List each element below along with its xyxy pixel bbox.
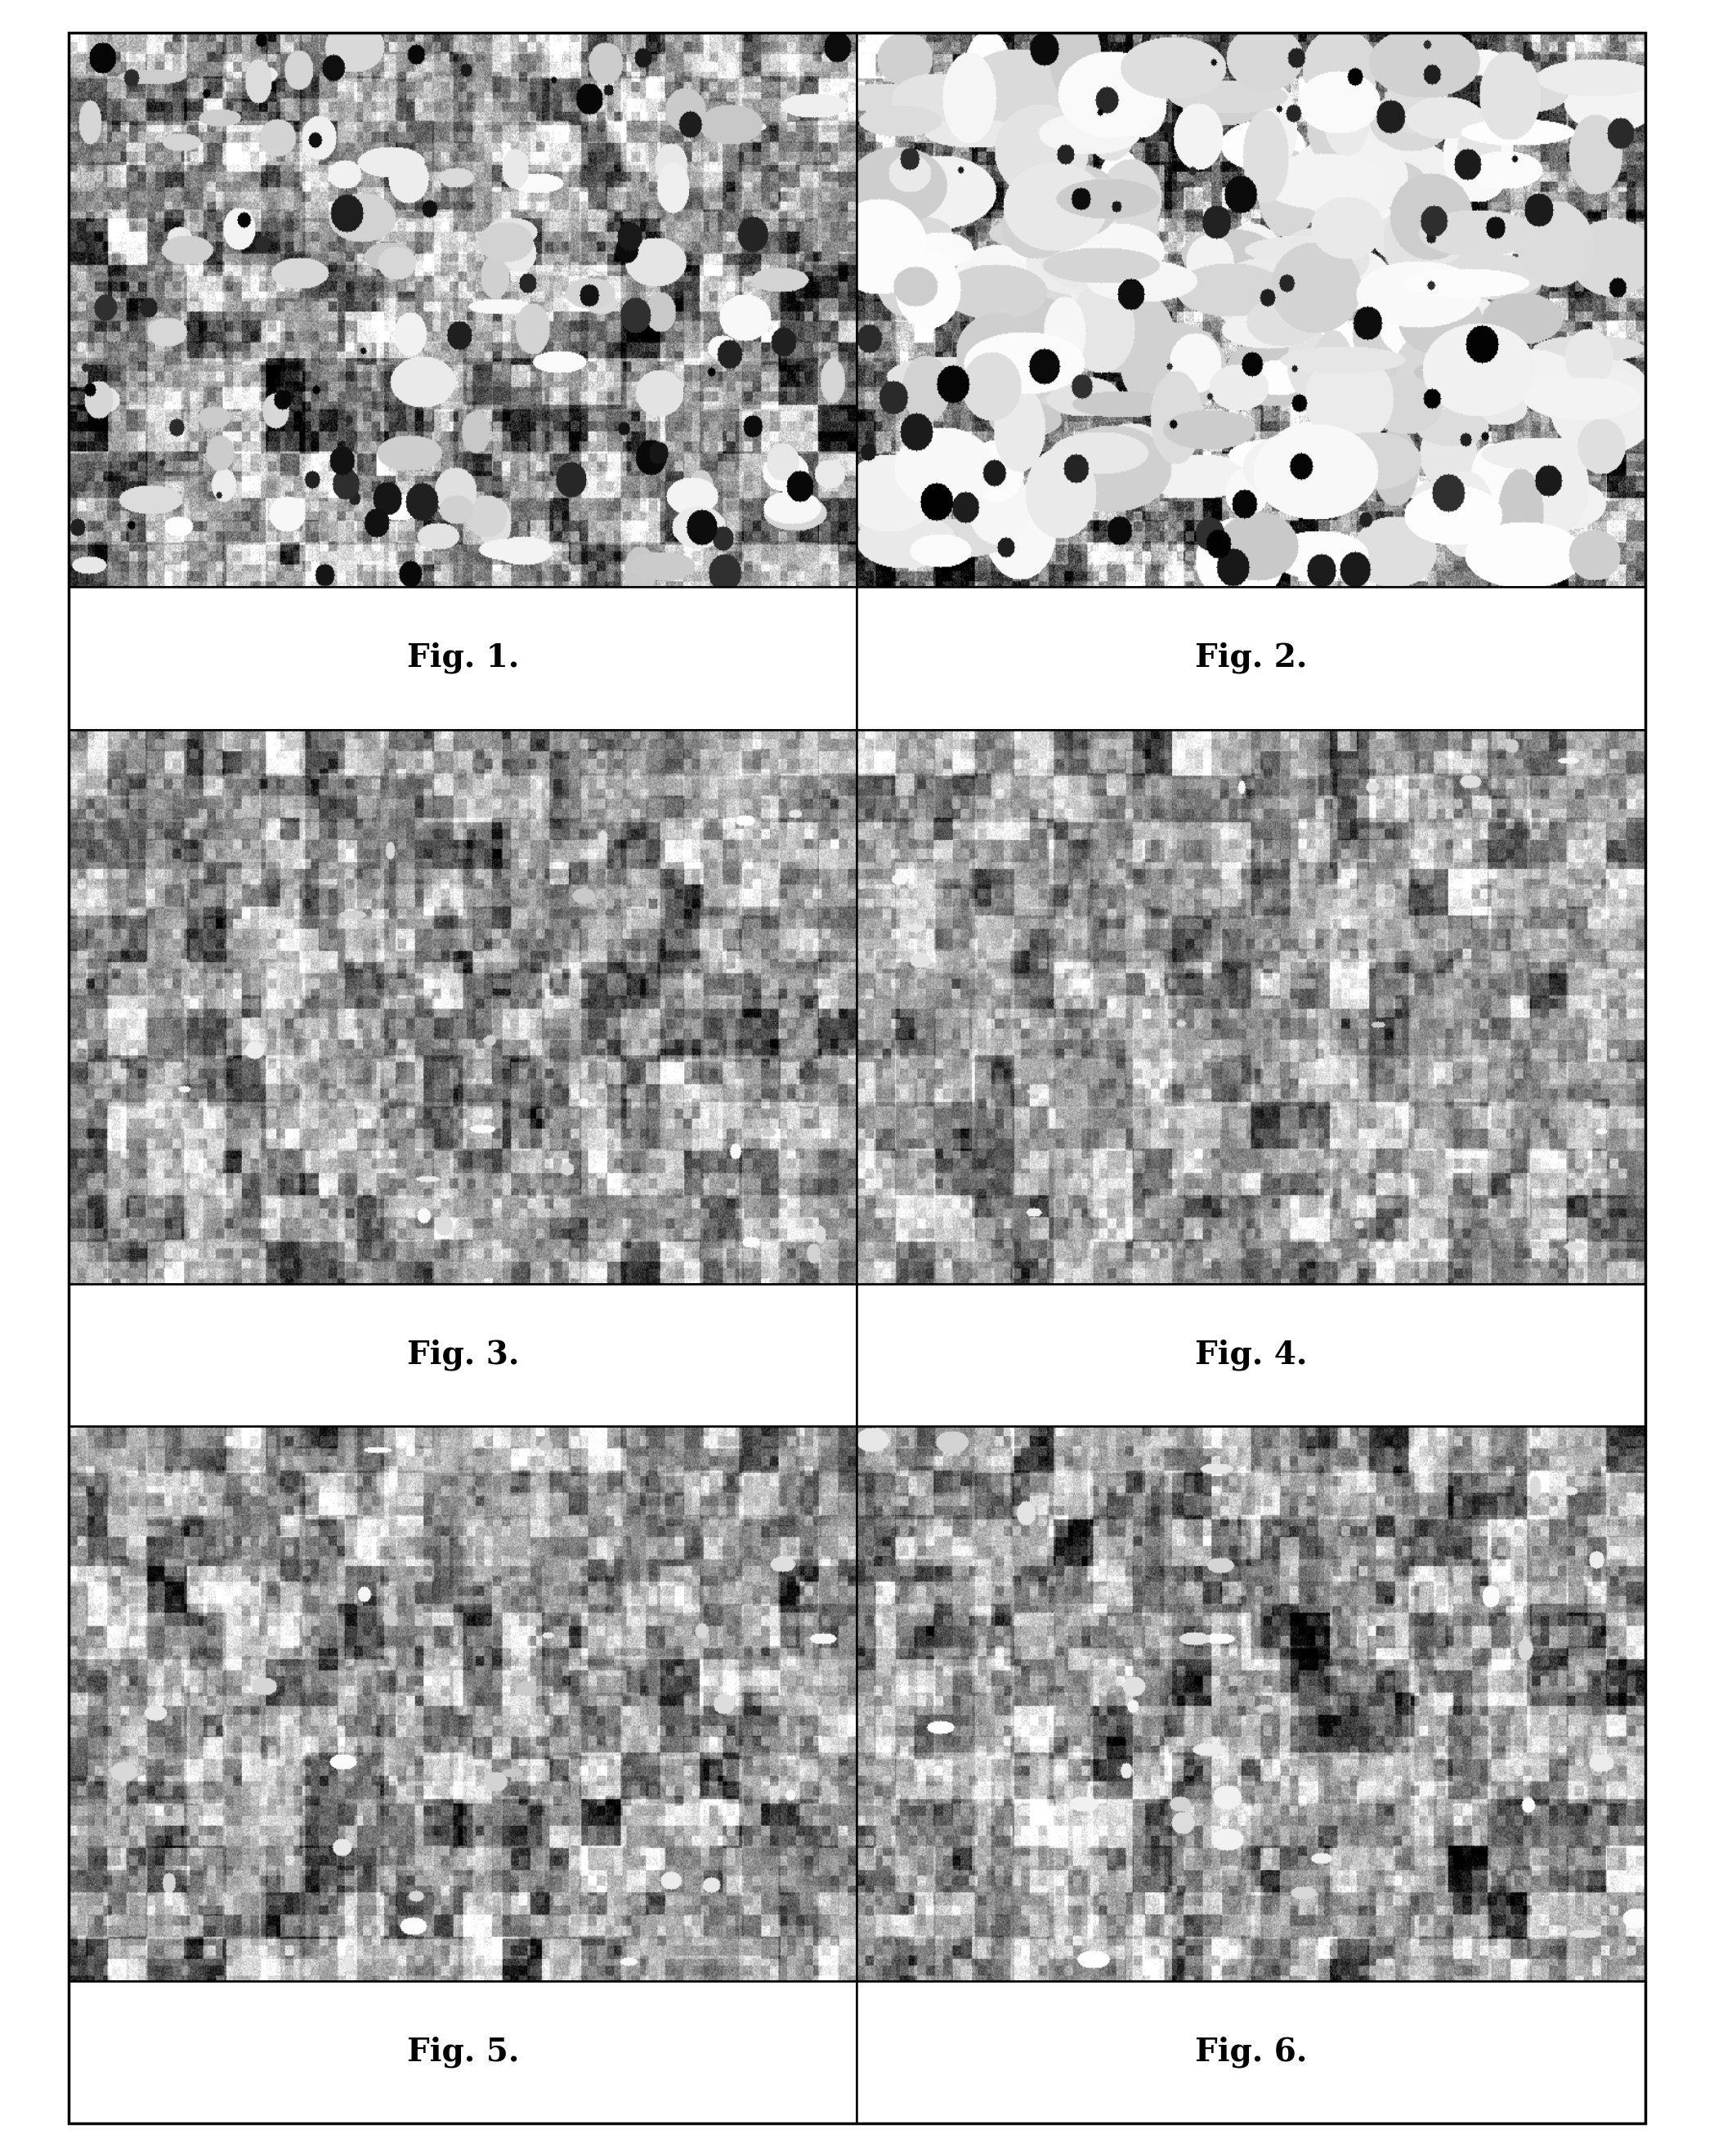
Text: Fig. 3.: Fig. 3. [406,1339,519,1371]
Text: Fig. 5.: Fig. 5. [406,2037,519,2068]
Text: Fig. 4.: Fig. 4. [1195,1339,1308,1371]
Text: Fig. 6.: Fig. 6. [1195,2037,1308,2068]
Text: Fig. 2.: Fig. 2. [1195,642,1308,673]
Text: Fig. 1.: Fig. 1. [406,642,519,673]
